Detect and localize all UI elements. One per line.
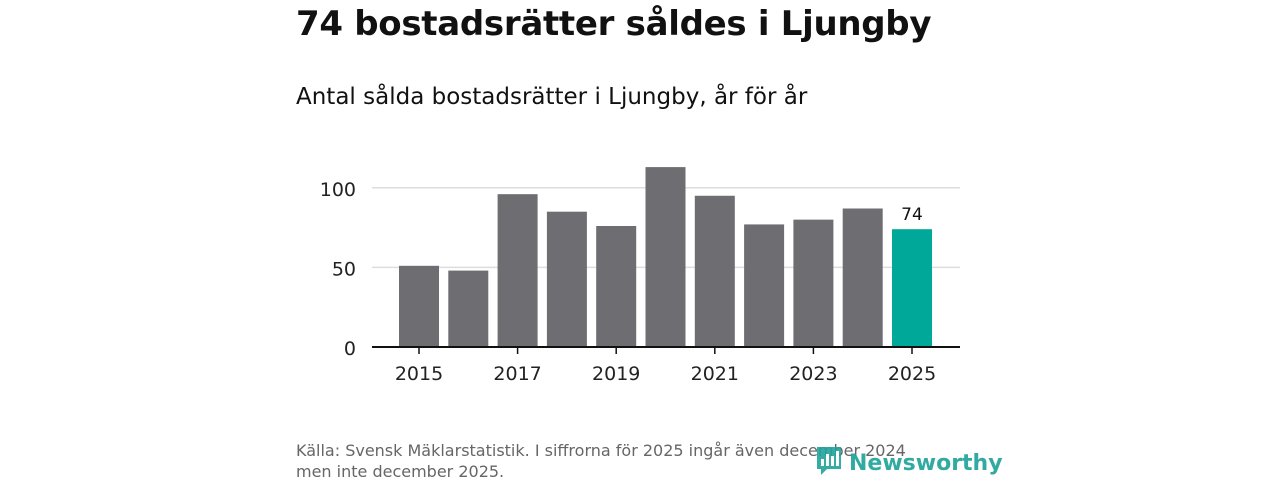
bar-2019	[596, 226, 637, 347]
bar-2024	[842, 208, 883, 347]
labels: 0 50 100 2015 2017 2019 2021 2023 74 2025	[320, 179, 936, 385]
x-tick-label: 2021	[691, 363, 739, 385]
x-tick-label: 2017	[493, 363, 541, 385]
brand-logo: Newsworthy	[815, 446, 1003, 480]
data-label-2025: 74	[901, 205, 923, 225]
brand-name: Newsworthy	[849, 450, 1003, 476]
chart-title: 74 bostadsrätter såldes i Ljungby	[296, 4, 932, 44]
x-tick-label: 2025	[888, 363, 936, 385]
bar-2020	[645, 167, 686, 347]
y-tick-label: 0	[344, 338, 356, 360]
y-tick-label: 50	[332, 258, 356, 280]
x-tick-label: 2019	[592, 363, 640, 385]
newsworthy-chart-bubble-icon	[815, 445, 843, 481]
axes	[372, 346, 960, 354]
bar-2025	[892, 229, 932, 347]
x-tick-label: 2015	[395, 363, 443, 385]
bar-2023	[793, 219, 834, 347]
bar-2021	[694, 195, 735, 347]
source-note: Källa: Svensk Mäklarstatistik. I siffror…	[296, 441, 906, 481]
bar-2015	[399, 265, 439, 347]
y-tick-label: 100	[320, 179, 356, 201]
bar-2022	[744, 224, 785, 347]
bar-2018	[546, 211, 587, 347]
x-tick-label: 2023	[789, 363, 837, 385]
chart-subtitle: Antal sålda bostadsrätter i Ljungby, år …	[296, 84, 808, 110]
bar-2017	[497, 194, 538, 347]
bars	[399, 167, 932, 347]
bar-2016	[448, 270, 489, 347]
